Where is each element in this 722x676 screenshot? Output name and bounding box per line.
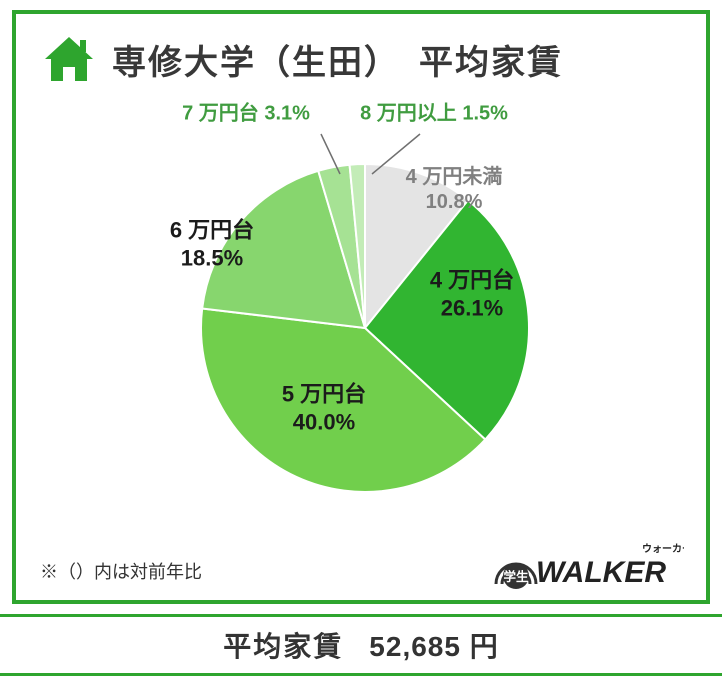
brand-word: WALKER xyxy=(536,556,666,589)
frame: 専修大学（生田） 平均家賃 4 万円未満10.8% 4 万円台26.1% 5 万円台… xyxy=(0,0,722,676)
slice-label-line1: 4 万円未満 xyxy=(406,165,503,190)
pie-chart: 4 万円未満10.8% 4 万円台26.1% 5 万円台40.0% 6 万円台18.5… xyxy=(16,94,706,546)
slice-label-line2: 10.8% xyxy=(406,190,503,215)
slice-label-range5: 5 万円台40.0% xyxy=(282,381,366,436)
slice-label-line1: 6 万円台 xyxy=(170,217,254,245)
footnote: ※（）内は対前年比 xyxy=(40,558,202,584)
summary-label: 平均家賃 xyxy=(223,625,343,665)
slice-label-line2: 40.0% xyxy=(282,408,366,436)
page-title: 専修大学（生田） 平均家賃 xyxy=(112,35,563,84)
slice-label-range7: 7 万円台 3.1% xyxy=(182,102,310,127)
brand-logo: 学生 WALKER ウォーカー xyxy=(488,540,684,590)
slice-label-range4: 4 万円台26.1% xyxy=(430,267,514,322)
brand-ruby: ウォーカー xyxy=(642,543,684,555)
summary-value: 52,685 円 xyxy=(369,625,498,665)
brand-circle-text: 学生 xyxy=(503,569,529,584)
card: 専修大学（生田） 平均家賃 4 万円未満10.8% 4 万円台26.1% 5 万円台… xyxy=(12,10,710,604)
slice-label-line2: 26.1% xyxy=(430,294,514,322)
slice-label-line1: 5 万円台 xyxy=(282,381,366,409)
slice-label-over8: 8 万円以上 1.5% xyxy=(360,102,508,127)
house-icon xyxy=(42,34,96,84)
slice-label-line1: 8 万円以上 1.5% xyxy=(360,102,508,127)
slice-label-line2: 18.5% xyxy=(170,244,254,272)
slice-label-line1: 7 万円台 3.1% xyxy=(182,102,310,127)
slice-label-range6: 6 万円台18.5% xyxy=(170,217,254,272)
summary-bar: 平均家賃 52,685 円 xyxy=(0,614,722,676)
header: 専修大学（生田） 平均家賃 xyxy=(16,14,706,84)
slice-label-under4: 4 万円未満10.8% xyxy=(406,165,503,215)
slice-label-line1: 4 万円台 xyxy=(430,267,514,295)
